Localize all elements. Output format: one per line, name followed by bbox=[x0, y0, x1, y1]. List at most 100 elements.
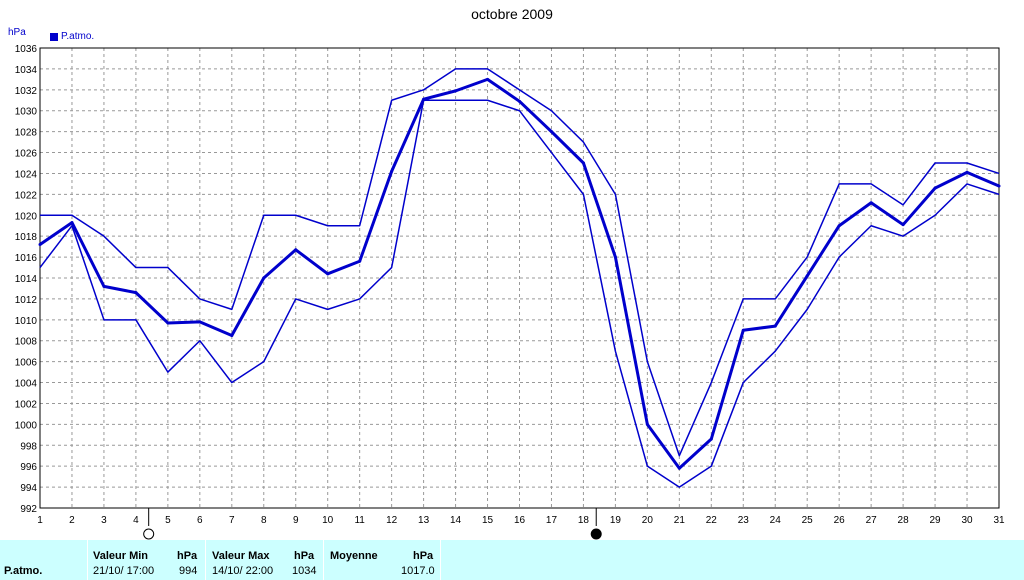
x-tick-label: 24 bbox=[770, 515, 782, 526]
y-tick-label: 1020 bbox=[15, 211, 38, 222]
x-tick-label: 28 bbox=[898, 515, 910, 526]
data-point-mean bbox=[709, 437, 713, 441]
series-line-min bbox=[39, 99, 1000, 488]
min-value: 994 bbox=[179, 565, 198, 577]
data-point-mean bbox=[358, 259, 362, 263]
data-point-mean bbox=[390, 169, 394, 173]
y-tick-label: 1004 bbox=[15, 379, 38, 390]
stats-separator bbox=[323, 540, 324, 580]
x-tick-label: 6 bbox=[197, 515, 203, 526]
new-moon-icon bbox=[590, 528, 602, 540]
stats-separator bbox=[440, 540, 441, 580]
x-tick-label: 19 bbox=[610, 515, 622, 526]
data-point-mean bbox=[326, 272, 330, 276]
data-point-mean bbox=[166, 321, 170, 325]
x-tick-label: 1 bbox=[37, 515, 43, 526]
data-point-mean bbox=[134, 291, 138, 295]
x-tick-label: 15 bbox=[482, 515, 494, 526]
y-tick-label: 1010 bbox=[15, 316, 38, 327]
chart-title: octobre 2009 bbox=[471, 6, 553, 22]
y-tick-label: 994 bbox=[20, 483, 37, 494]
data-point-mean bbox=[38, 243, 42, 247]
stats-separator bbox=[87, 540, 88, 580]
y-tick-label: 996 bbox=[20, 462, 37, 473]
x-tick-label: 18 bbox=[578, 515, 590, 526]
y-tick-label: 1014 bbox=[15, 274, 38, 285]
y-tick-label: 998 bbox=[20, 441, 37, 452]
legend: P.atmo. bbox=[50, 31, 94, 42]
x-tick-label: 14 bbox=[450, 515, 462, 526]
data-point-mean bbox=[581, 161, 585, 165]
data-point-mean bbox=[230, 334, 234, 337]
x-tick-label: 10 bbox=[322, 515, 334, 526]
series-line-max bbox=[40, 68, 1000, 457]
x-tick-label: 16 bbox=[514, 515, 526, 526]
max-header: Valeur Max bbox=[212, 550, 270, 562]
data-point-mean bbox=[773, 324, 777, 328]
data-point-mean bbox=[518, 99, 521, 103]
plot-frame bbox=[39, 47, 1000, 509]
min-header: Valeur Min bbox=[93, 550, 149, 562]
data-point-mean bbox=[805, 274, 809, 278]
x-tick-label: 26 bbox=[834, 515, 846, 526]
x-tick-label: 25 bbox=[802, 515, 814, 526]
y-tick-label: 1036 bbox=[15, 44, 38, 55]
x-tick-label: 12 bbox=[386, 515, 398, 526]
legend-swatch bbox=[50, 32, 58, 41]
y-tick-label: 992 bbox=[20, 504, 37, 515]
data-point-mean bbox=[933, 186, 937, 190]
x-tick-label: 27 bbox=[866, 515, 878, 526]
max-unit: hPa bbox=[294, 550, 315, 562]
x-tick-label: 30 bbox=[961, 515, 973, 526]
x-tick-label: 23 bbox=[738, 515, 750, 526]
x-tick-label: 17 bbox=[546, 515, 558, 526]
x-tick-label: 29 bbox=[930, 515, 942, 526]
y-tick-label: 1030 bbox=[15, 107, 38, 118]
max-value: 1034 bbox=[292, 565, 317, 577]
data-point-mean bbox=[837, 224, 841, 228]
data-point-mean bbox=[454, 89, 458, 93]
data-point-mean bbox=[677, 466, 681, 470]
data-point-mean bbox=[486, 77, 490, 81]
x-tick-label: 3 bbox=[101, 515, 107, 526]
y-tick-label: 1016 bbox=[15, 253, 38, 264]
avg-header: Moyenne bbox=[330, 550, 378, 562]
y-tick-label: 1024 bbox=[15, 169, 38, 180]
max-date: 14/10/ 22:00 bbox=[212, 565, 274, 577]
data-point-mean bbox=[901, 223, 905, 227]
x-tick-label: 22 bbox=[706, 515, 718, 526]
y-tick-label: 1012 bbox=[15, 295, 38, 306]
avg-value: 1017.0 bbox=[401, 565, 435, 577]
full-moon-icon bbox=[143, 528, 155, 540]
min-unit: hPa bbox=[177, 550, 198, 562]
y-tick-label: 1034 bbox=[15, 65, 38, 76]
data-point-mean bbox=[294, 248, 298, 252]
x-tick-label: 13 bbox=[418, 515, 430, 526]
y-tick-label: 1028 bbox=[15, 128, 38, 139]
x-tick-label: 21 bbox=[674, 515, 686, 526]
y-tick-label: 1032 bbox=[15, 86, 38, 97]
y-axis-unit-label: hPa bbox=[8, 27, 26, 38]
stats-panel: P.atmo. Valeur Min hPa 21/10/ 17:00 994 … bbox=[0, 540, 1024, 580]
x-tick-label: 31 bbox=[993, 515, 1005, 526]
y-tick-label: 1000 bbox=[15, 420, 38, 431]
stats-row-label: P.atmo. bbox=[4, 565, 43, 577]
data-point-mean bbox=[645, 422, 649, 426]
y-tick-label: 1008 bbox=[15, 337, 38, 348]
y-tick-label: 1002 bbox=[15, 399, 38, 410]
x-tick-label: 5 bbox=[165, 515, 171, 526]
x-tick-label: 20 bbox=[642, 515, 654, 526]
y-tick-label: 1018 bbox=[15, 232, 38, 243]
data-point-mean bbox=[262, 276, 266, 280]
data-point-mean bbox=[869, 201, 873, 205]
x-tick-label: 11 bbox=[354, 515, 365, 526]
x-tick-label: 8 bbox=[261, 515, 267, 526]
y-tick-label: 1022 bbox=[15, 190, 38, 201]
data-point-mean bbox=[549, 130, 553, 134]
data-point-mean bbox=[741, 328, 745, 332]
x-tick-label: 9 bbox=[293, 515, 299, 526]
x-tick-label: 7 bbox=[229, 515, 235, 526]
y-tick-label: 1026 bbox=[15, 149, 38, 160]
stats-separator bbox=[205, 540, 206, 580]
data-point-mean bbox=[198, 320, 202, 324]
